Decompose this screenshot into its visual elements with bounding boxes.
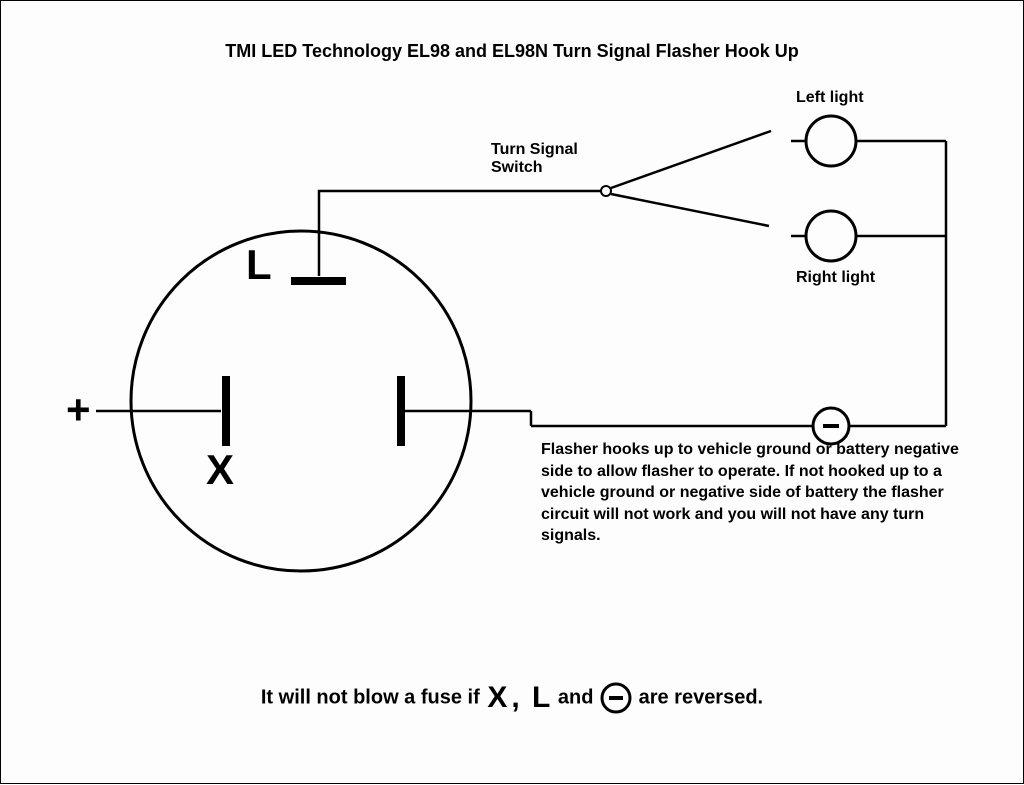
footer-part2: are reversed. bbox=[633, 686, 763, 708]
plus-label: + bbox=[66, 386, 91, 434]
footer-comma: , bbox=[509, 681, 530, 714]
left-light-icon bbox=[806, 116, 856, 166]
footer-L: L bbox=[530, 681, 552, 714]
right-light-label: Right light bbox=[796, 269, 875, 287]
switch-arm-up bbox=[611, 131, 771, 188]
switch-arm-down bbox=[611, 194, 769, 226]
footer-note: It will not blow a fuse if X, L and are … bbox=[1, 681, 1023, 715]
wiring-svg bbox=[1, 1, 1024, 785]
wire-L-to-switch bbox=[319, 191, 601, 276]
right-light-icon bbox=[806, 211, 856, 261]
turn-signal-switch-label: Turn Signal Switch bbox=[491, 141, 578, 177]
footer-X: X bbox=[485, 681, 509, 714]
X-label: X bbox=[206, 446, 234, 494]
left-light-label: Left light bbox=[796, 89, 864, 107]
footer-part1: It will not blow a fuse if bbox=[261, 686, 485, 708]
switch-node bbox=[601, 186, 611, 196]
L-label: L bbox=[246, 241, 272, 289]
footer-minus-icon bbox=[599, 681, 633, 715]
diagram-canvas: TMI LED Technology EL98 and EL98N Turn S… bbox=[0, 0, 1024, 784]
flasher-note-text: Flasher hooks up to vehicle ground or ba… bbox=[541, 439, 961, 547]
footer-and: and bbox=[552, 686, 599, 708]
